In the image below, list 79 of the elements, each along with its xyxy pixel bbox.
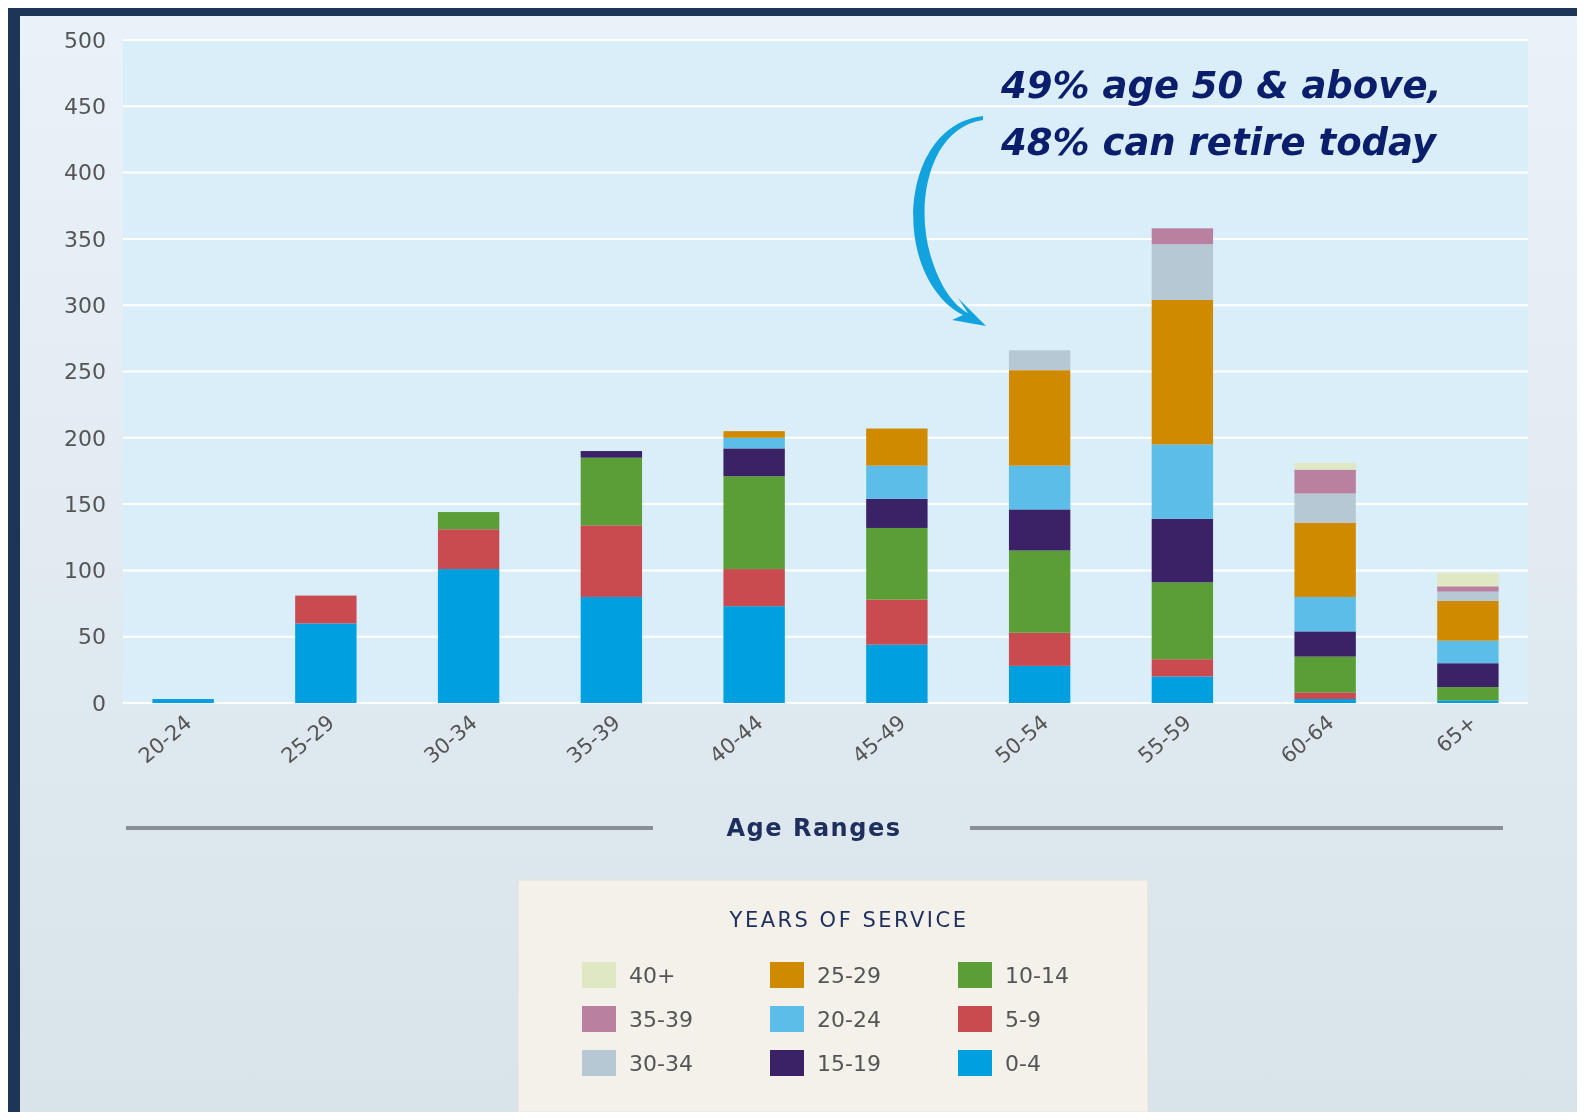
legend-label: 15-19 bbox=[817, 1050, 881, 1076]
y-tick-label: 150 bbox=[64, 491, 106, 517]
bar bbox=[1151, 582, 1214, 660]
legend-label: 30-34 bbox=[629, 1050, 693, 1076]
bar bbox=[723, 448, 785, 477]
y-tick-label: 350 bbox=[64, 226, 106, 252]
bar bbox=[1151, 299, 1214, 445]
bar bbox=[1437, 700, 1499, 703]
bar bbox=[1294, 596, 1356, 632]
legend-label: 10-14 bbox=[1005, 962, 1069, 988]
bar bbox=[866, 527, 928, 600]
annotation: 49% age 50 & above, bbox=[1000, 64, 1442, 107]
legend-label: 25-29 bbox=[817, 962, 881, 988]
y-tick-label: 200 bbox=[64, 425, 106, 451]
bar bbox=[723, 476, 785, 570]
bar bbox=[1008, 370, 1071, 466]
legend-label: 0-4 bbox=[1005, 1050, 1041, 1076]
bar bbox=[1008, 665, 1071, 703]
bar bbox=[1437, 687, 1499, 701]
y-tick-label: 50 bbox=[78, 624, 106, 650]
bar bbox=[1008, 465, 1071, 510]
y-tick-label: 250 bbox=[64, 359, 106, 385]
y-tick-label: 0 bbox=[92, 690, 106, 716]
bar bbox=[1151, 659, 1214, 677]
bar bbox=[1008, 632, 1071, 666]
x-axis-title: Age Ranges bbox=[726, 814, 902, 842]
bar bbox=[1151, 676, 1214, 703]
bar bbox=[866, 599, 928, 645]
bar bbox=[1151, 444, 1214, 519]
bar bbox=[1294, 656, 1356, 693]
bar bbox=[437, 569, 500, 703]
bar bbox=[580, 596, 643, 703]
x-tick-label: 65+ bbox=[1431, 710, 1482, 758]
y-tick-label: 500 bbox=[64, 27, 106, 53]
y-tick-label: 100 bbox=[64, 558, 106, 584]
bar bbox=[1151, 228, 1214, 245]
bar bbox=[723, 606, 785, 703]
bar bbox=[1294, 522, 1356, 597]
bar bbox=[1294, 692, 1356, 700]
bar bbox=[866, 428, 928, 466]
bar bbox=[437, 512, 500, 530]
annotation: 48% can retire today bbox=[1000, 121, 1438, 164]
bar bbox=[866, 644, 928, 703]
bar bbox=[723, 431, 785, 438]
y-tick-label: 450 bbox=[64, 94, 106, 119]
bar bbox=[1437, 600, 1499, 641]
bar bbox=[580, 457, 643, 526]
bar bbox=[1151, 518, 1214, 583]
bar bbox=[1294, 699, 1356, 703]
bar bbox=[1437, 586, 1499, 592]
bar bbox=[1151, 244, 1214, 300]
bar bbox=[866, 465, 928, 499]
bar bbox=[1294, 469, 1356, 494]
bar bbox=[152, 699, 214, 703]
legend-label: 20-24 bbox=[817, 1006, 881, 1032]
bar bbox=[580, 525, 643, 597]
bar bbox=[295, 623, 357, 703]
y-tick-label: 400 bbox=[64, 160, 106, 186]
bar bbox=[1437, 640, 1499, 664]
bar bbox=[1008, 550, 1071, 633]
bar bbox=[437, 529, 500, 570]
bar bbox=[1437, 591, 1499, 601]
bar bbox=[1008, 509, 1071, 551]
bar bbox=[1008, 350, 1071, 371]
bar bbox=[1294, 631, 1356, 657]
bar bbox=[723, 569, 785, 607]
bar bbox=[295, 595, 357, 624]
bar bbox=[1294, 493, 1356, 523]
bar bbox=[1294, 462, 1356, 470]
bar bbox=[866, 498, 928, 528]
bar bbox=[1437, 663, 1499, 688]
y-tick-label: 300 bbox=[64, 292, 106, 318]
legend-title: YEARS OF SERVICE bbox=[728, 908, 969, 932]
bar bbox=[1437, 573, 1499, 587]
legend-label: 5-9 bbox=[1005, 1006, 1041, 1032]
bar bbox=[580, 451, 643, 458]
legend-label: 40+ bbox=[629, 962, 676, 988]
legend-label: 35-39 bbox=[629, 1006, 693, 1032]
bar bbox=[723, 437, 785, 449]
